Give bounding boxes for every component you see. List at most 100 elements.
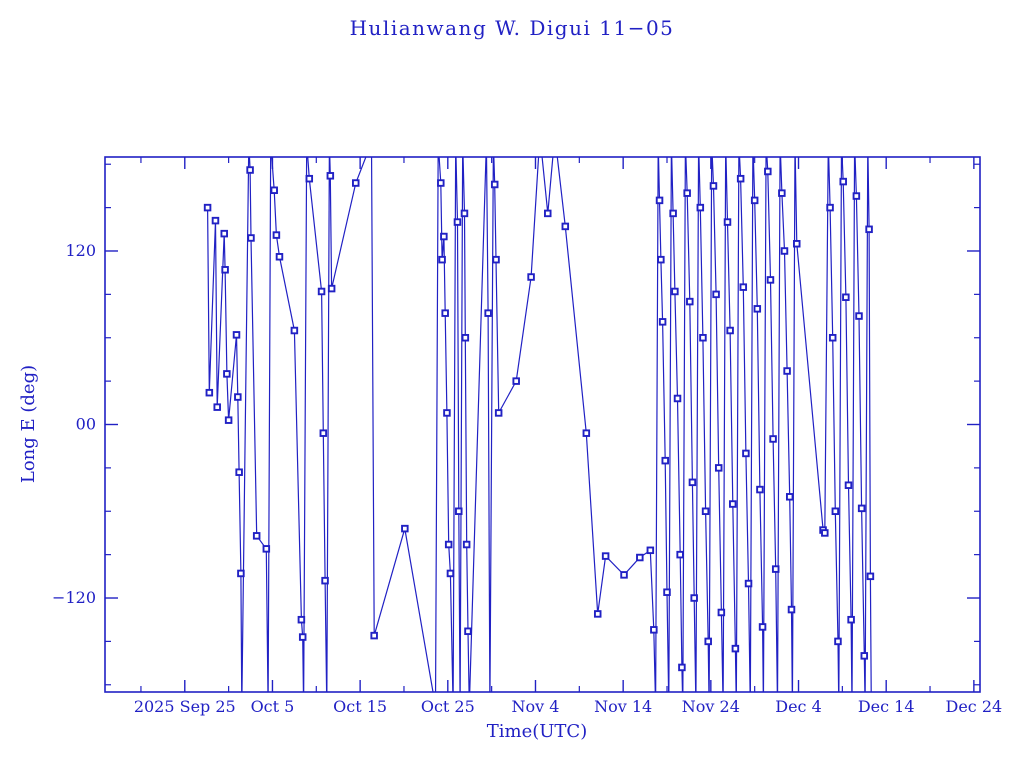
data-point-marker: [744, 579, 753, 588]
data-point-marker: [839, 177, 847, 186]
data-point-marker: [787, 605, 796, 614]
data-point-marker: [821, 529, 829, 537]
data-point-marker: [455, 507, 463, 516]
data-point-marker: [220, 229, 228, 238]
data-point-marker: [484, 309, 492, 317]
data-point-marker: [866, 572, 875, 581]
plot-frame: [104, 156, 981, 693]
y-tick-label: −120: [52, 588, 96, 607]
x-tick-label: Nov 14: [594, 697, 652, 716]
data-point-marker: [729, 500, 737, 508]
data-point-marker: [844, 481, 853, 489]
data-point-marker: [270, 186, 278, 195]
data-point-marker: [492, 255, 500, 264]
data-point-marker: [683, 189, 691, 197]
data-point-marker: [494, 409, 503, 417]
data-point-marker: [750, 196, 759, 205]
data-point-marker: [237, 569, 245, 578]
data-point-marker: [778, 189, 786, 197]
data-point-marker: [669, 209, 677, 218]
data-point-marker: [842, 293, 850, 302]
data-point-marker: [437, 179, 445, 187]
data-point-marker: [527, 273, 535, 281]
data-point-marker: [739, 283, 748, 291]
data-point-marker: [709, 182, 718, 190]
data-point-marker: [686, 297, 694, 306]
data-point-marker: [440, 232, 448, 241]
data-point-marker: [211, 216, 220, 225]
data-point-marker: [783, 367, 791, 375]
data-point-marker: [673, 394, 682, 403]
data-point-marker: [252, 532, 261, 540]
data-point-marker: [601, 552, 610, 560]
data-point-marker: [203, 203, 212, 212]
data-point-marker: [582, 429, 591, 437]
data-point-marker: [793, 240, 801, 248]
data-point-marker: [646, 546, 655, 555]
x-tick-label: Dec 4: [775, 697, 822, 716]
data-point-marker: [326, 172, 335, 180]
data-point-marker: [441, 309, 449, 317]
data-point-marker: [290, 326, 299, 335]
data-point-marker: [712, 290, 720, 299]
x-tick-label: Nov 4: [512, 697, 560, 716]
x-tick-label: Dec 24: [946, 697, 1003, 716]
data-series: [207, 157, 872, 692]
data-point-marker: [512, 377, 520, 385]
data-point-marker: [247, 234, 255, 242]
data-point-marker: [223, 370, 231, 378]
data-point-marker: [657, 255, 665, 264]
data-point-marker: [370, 631, 378, 640]
data-point-marker: [224, 416, 233, 424]
data-point-marker: [714, 464, 723, 472]
x-tick-label: 2025 Sep 25: [134, 697, 236, 716]
data-point-marker: [766, 276, 775, 284]
data-point-marker: [857, 504, 866, 513]
data-point-marker: [731, 644, 740, 653]
data-point-marker: [544, 209, 552, 218]
data-point-marker: [453, 218, 462, 226]
data-point-marker: [865, 225, 873, 234]
x-tick-label: Oct 15: [333, 697, 387, 716]
data-point-marker: [213, 403, 221, 411]
data-point-marker: [723, 218, 732, 226]
data-point-marker: [696, 203, 705, 212]
data-point-marker: [232, 331, 241, 339]
data-point-marker: [272, 231, 281, 239]
data-point-marker: [298, 633, 307, 641]
data-point-marker: [785, 493, 794, 501]
series-markers: [203, 166, 875, 672]
data-point-marker: [828, 333, 837, 342]
data-point-marker: [742, 449, 750, 458]
y-tick-label: 00: [76, 415, 96, 434]
data-point-marker: [826, 203, 834, 212]
x-tick-label: Dec 14: [858, 697, 915, 716]
data-point-marker: [758, 623, 767, 631]
data-point-marker: [561, 222, 570, 231]
data-point-marker: [764, 167, 772, 176]
data-point-marker: [676, 550, 684, 559]
data-point-marker: [852, 192, 861, 200]
data-point-marker: [771, 565, 780, 573]
data-point-marker: [235, 468, 243, 476]
data-point-marker: [636, 553, 644, 562]
data-point-marker: [655, 196, 664, 205]
data-point-marker: [205, 388, 214, 397]
data-point-marker: [234, 393, 242, 401]
data-point-marker: [262, 545, 271, 553]
data-point-marker: [753, 305, 762, 313]
data-point-marker: [305, 174, 314, 183]
data-point-marker: [671, 287, 679, 296]
data-point-marker: [444, 540, 453, 549]
data-point-marker: [717, 608, 726, 617]
data-point-marker: [704, 637, 712, 646]
data-point-marker: [688, 478, 697, 487]
data-point-marker: [834, 637, 842, 646]
data-point-marker: [246, 166, 254, 174]
data-point-marker: [663, 588, 671, 596]
y-tick-label: 120: [65, 241, 96, 260]
data-point-marker: [726, 326, 734, 335]
data-point-marker: [831, 507, 840, 516]
